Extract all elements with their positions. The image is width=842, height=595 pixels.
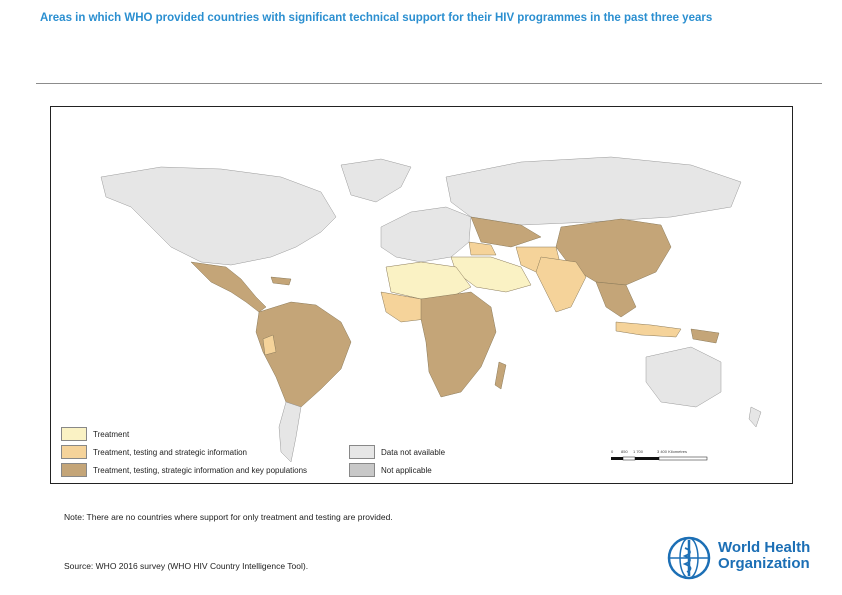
central-east-africa — [420, 291, 497, 398]
legend-swatch-treatment — [61, 427, 87, 441]
papua-new-guinea — [690, 328, 720, 344]
legend-swatch-not-available — [349, 445, 375, 459]
legend-swatch-treatment-testing-strategic — [61, 445, 87, 459]
legend-item-full: Treatment, testing, strategic informatio… — [61, 463, 307, 477]
caribbean — [270, 276, 292, 286]
who-wordmark-line2: Organization — [718, 555, 810, 572]
who-logo: World Health Organization — [664, 534, 824, 582]
west-africa — [380, 291, 427, 323]
central-asia — [470, 216, 542, 248]
china — [555, 218, 672, 286]
europe — [380, 206, 472, 263]
legend-label-treatment: Treatment — [93, 429, 130, 439]
south-america-north — [255, 301, 352, 408]
legend-label-not-available: Data not available — [381, 447, 446, 457]
legend-label-not-applicable: Not applicable — [381, 465, 432, 475]
indonesia — [615, 321, 682, 338]
scale-bar: 0 850 1 700 3 400 Kilometres — [611, 449, 721, 469]
canada-usa — [100, 166, 337, 266]
legend-item-treatment-testing-strategic: Treatment, testing and strategic informa… — [61, 445, 247, 459]
source-text: Source: WHO 2016 survey (WHO HIV Country… — [64, 561, 309, 571]
legend-item-not-applicable: Not applicable — [349, 463, 432, 477]
scale-label-end: 3 400 Kilometres — [657, 449, 688, 454]
australia — [645, 346, 722, 408]
note-text: Note: There are no countries where suppo… — [64, 512, 393, 522]
legend-item-not-available: Data not available — [349, 445, 445, 459]
mexico-central-america — [190, 261, 267, 313]
world-map-panel: Treatment Treatment, testing and strateg… — [50, 106, 793, 484]
india — [535, 256, 587, 313]
title-divider — [36, 83, 822, 84]
legend-label-full: Treatment, testing, strategic informatio… — [93, 465, 308, 475]
who-emblem-icon — [667, 536, 711, 580]
scale-label-zero: 0 — [611, 449, 614, 454]
legend-swatch-not-applicable — [349, 463, 375, 477]
chart-title: Areas in which WHO provided countries wi… — [40, 12, 713, 24]
scale-label-mid1: 850 — [621, 449, 628, 454]
scale-bar-graphic — [611, 456, 708, 461]
scale-label-mid2: 1 700 — [633, 449, 644, 454]
southeast-asia — [595, 281, 637, 318]
legend-item-treatment: Treatment — [61, 427, 129, 441]
who-wordmark-line1: World Health — [718, 539, 811, 556]
north-africa — [385, 261, 472, 300]
legend-label-treatment-testing-strategic: Treatment, testing and strategic informa… — [93, 447, 247, 457]
south-america-south — [278, 401, 302, 463]
who-wordmark: World Health Organization — [718, 540, 810, 572]
south-america-partial — [262, 334, 277, 356]
caucasus — [468, 241, 497, 256]
legend-swatch-full — [61, 463, 87, 477]
russia — [445, 156, 742, 226]
map-legend: Treatment Treatment, testing and strateg… — [61, 427, 451, 483]
new-zealand — [748, 406, 762, 428]
greenland — [340, 158, 412, 203]
world-map — [100, 156, 762, 463]
madagascar — [494, 361, 507, 390]
